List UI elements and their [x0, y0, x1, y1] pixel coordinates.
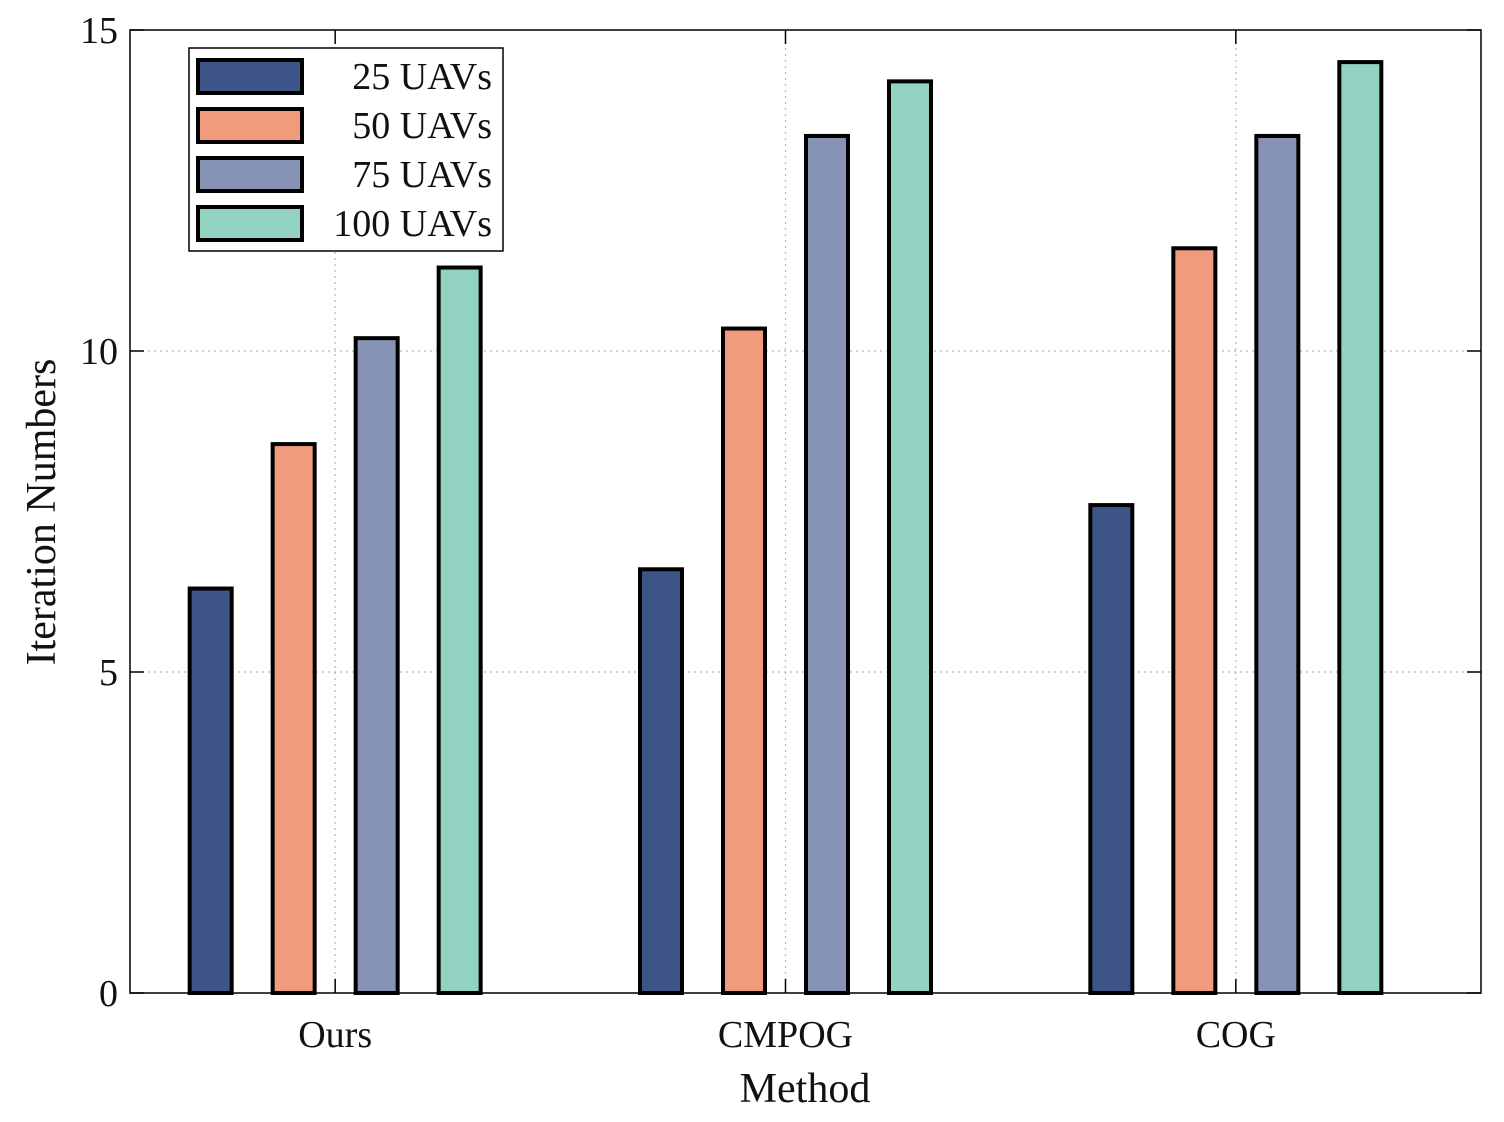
- bar-100-uavs-cmpog: [887, 79, 933, 996]
- ticks-layer: 0 5 10 15 Ours CMPOG COG: [80, 10, 1481, 1056]
- bar-25-uavs-cog: [1088, 503, 1135, 995]
- legend-swatch: [196, 58, 304, 95]
- legend-label: 50 UAVs: [352, 105, 492, 147]
- bar-25-uavs-ours: [187, 586, 234, 995]
- bar-100-uavs-ours: [436, 265, 483, 996]
- y-tick-label: 0: [99, 973, 118, 1015]
- y-axis-title: Iteration Numbers: [19, 359, 65, 666]
- x-tick-label: COG: [1196, 1014, 1276, 1056]
- y-tick-label: 5: [99, 652, 118, 694]
- bar-50-uavs-cog: [1171, 246, 1218, 995]
- x-axis-title: Method: [740, 1066, 871, 1112]
- legend-items: 25 UAVs 50 UAVs 75 UAVs 100 UAVs: [196, 56, 492, 245]
- legend-swatch: [196, 156, 304, 193]
- legend-swatch: [196, 107, 304, 144]
- bar-75-uavs-cog: [1254, 133, 1301, 995]
- legend-swatch: [196, 205, 304, 242]
- x-tick-label: Ours: [298, 1014, 372, 1056]
- y-tick-label: 15: [80, 10, 118, 52]
- grid-layer: [130, 30, 1481, 993]
- legend-label: 100 UAVs: [333, 203, 492, 245]
- bar-75-uavs-ours: [353, 336, 400, 996]
- y-tick-label: 10: [80, 331, 118, 373]
- bar-50-uavs-ours: [270, 442, 317, 995]
- bar-25-uavs-cmpog: [638, 567, 684, 996]
- legend-label: 75 UAVs: [352, 154, 492, 196]
- x-tick-label: CMPOG: [718, 1014, 853, 1056]
- bar-50-uavs-cmpog: [721, 326, 767, 995]
- plot-frame: [129, 29, 1482, 994]
- bar-100-uavs-cog: [1337, 60, 1384, 996]
- legend-label: 25 UAVs: [352, 56, 492, 98]
- legend: 25 UAVs 50 UAVs 75 UAVs 100 UAVs: [188, 47, 504, 252]
- bar-75-uavs-cmpog: [804, 133, 850, 995]
